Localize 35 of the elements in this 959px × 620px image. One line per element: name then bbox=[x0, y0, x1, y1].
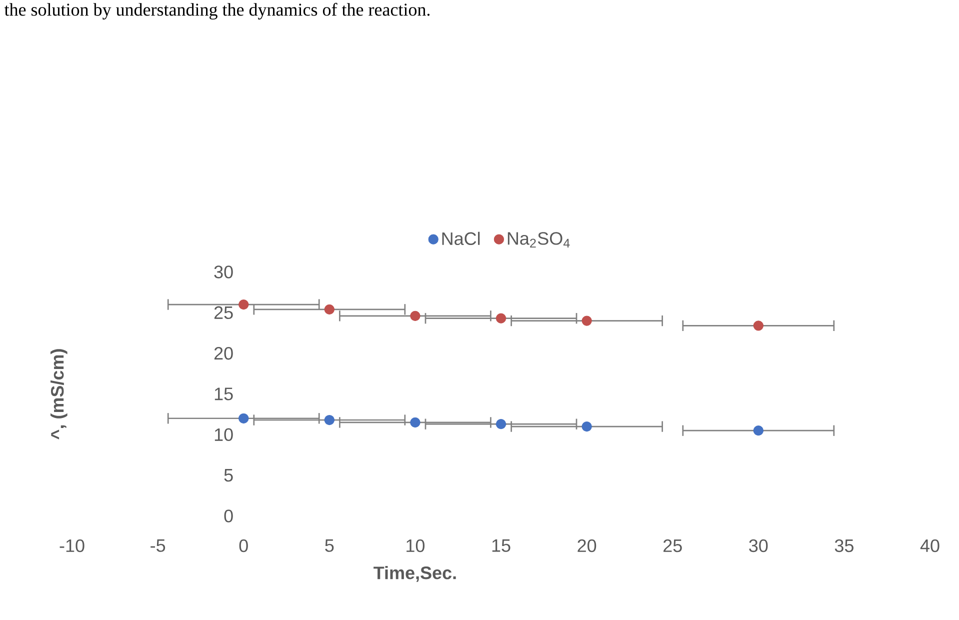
y-tick-label: 0 bbox=[224, 510, 233, 522]
y-tick-label: 5 bbox=[224, 469, 233, 482]
y-tick-label: 20 bbox=[214, 346, 233, 360]
x-tick-label: 0 bbox=[239, 539, 248, 552]
point bbox=[496, 419, 506, 430]
x-tick-label: -10 bbox=[60, 539, 84, 552]
x-tick-label: 10 bbox=[406, 539, 425, 552]
point bbox=[496, 313, 506, 324]
point bbox=[238, 299, 249, 310]
x-tick-label: -5 bbox=[150, 539, 166, 552]
x-axis-title: Time,Sec. bbox=[374, 566, 456, 582]
legend-label: NaCl bbox=[442, 232, 480, 246]
y-tick-label: 10 bbox=[214, 428, 233, 442]
point bbox=[410, 310, 420, 321]
x-tick-label: 35 bbox=[834, 539, 854, 552]
point bbox=[582, 316, 592, 326]
x-tick-label: 5 bbox=[325, 539, 334, 552]
text: the solution by understanding the dynamics of the reaction. bbox=[4, 2, 430, 20]
point bbox=[582, 421, 592, 432]
legend-label: Na$_{2}$SO$_{4}$ bbox=[508, 232, 570, 248]
x-tick-label: 15 bbox=[492, 539, 510, 552]
point bbox=[753, 426, 764, 436]
point bbox=[753, 320, 764, 331]
point bbox=[324, 304, 334, 314]
y-axis-title: ^, (mS/cm) bbox=[50, 349, 68, 440]
x-tick-label: 30 bbox=[749, 539, 768, 552]
x-tick-label: 20 bbox=[578, 539, 596, 552]
point bbox=[238, 413, 249, 424]
x-tick-label: 25 bbox=[663, 539, 682, 552]
x-tick-label: 40 bbox=[920, 539, 940, 552]
y-tick-label: 25 bbox=[214, 306, 233, 320]
point bbox=[410, 417, 420, 428]
y-tick-label: 30 bbox=[214, 266, 233, 278]
point bbox=[324, 414, 334, 426]
y-tick-label: 15 bbox=[214, 388, 233, 400]
